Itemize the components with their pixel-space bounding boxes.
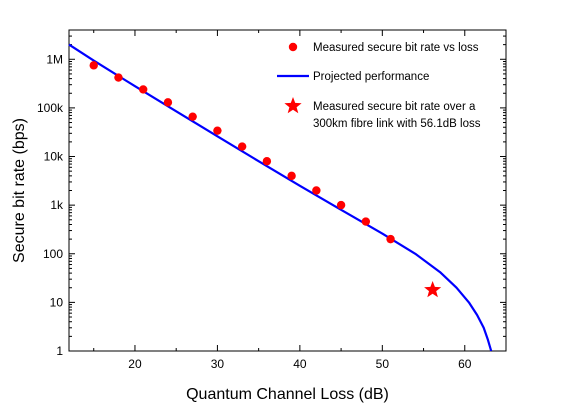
y-tick-label: 10k	[44, 150, 64, 164]
star-point	[424, 281, 442, 298]
series-layer	[68, 43, 493, 352]
data-point	[237, 142, 247, 151]
x-tick-label: 40	[293, 357, 307, 371]
legend-label: Measured secure bit rate vs loss	[313, 42, 479, 54]
data-point	[89, 61, 98, 70]
y-tick-label: 1M	[46, 52, 63, 66]
plot-frame	[68, 29, 507, 352]
data-point	[386, 234, 395, 244]
data-point	[287, 171, 296, 181]
data-point	[213, 126, 222, 135]
projected-performance-line	[68, 43, 493, 352]
data-point	[262, 157, 272, 166]
legend: Measured secure bit rate vs loss Projecte…	[277, 42, 481, 130]
x-tick-label: 20	[128, 357, 142, 371]
y-tick-label: 1k	[50, 198, 64, 212]
x-tick-label: 30	[211, 357, 225, 371]
x-axis-title: Quantum Channel Loss (dB)	[186, 386, 389, 403]
y-tick-label: 100	[43, 247, 63, 261]
data-point	[163, 98, 173, 107]
y-axis-title: Secure bit rate (bps)	[11, 118, 28, 263]
legend-circle-marker	[288, 42, 298, 52]
legend-label: Projected performance	[313, 71, 429, 83]
data-point	[188, 112, 197, 121]
axis-ticks: 20 30 40 50 60 1 10 100 1k 10k 100k 1M	[37, 30, 506, 371]
data-point	[312, 186, 321, 195]
y-tick-label: 10	[50, 295, 64, 309]
x-tick-label: 60	[458, 357, 472, 371]
data-point	[139, 85, 148, 94]
data-point	[336, 200, 346, 210]
y-tick-label: 100k	[37, 101, 64, 115]
legend-star-marker	[284, 97, 302, 114]
x-tick-label: 50	[376, 357, 390, 371]
data-point	[114, 73, 123, 82]
legend-label: 300km fibre link with 56.1dB loss	[313, 118, 481, 130]
y-tick-label: 1	[56, 344, 63, 358]
legend-label: Measured secure bit rate over a	[313, 101, 476, 113]
data-point	[361, 217, 371, 226]
